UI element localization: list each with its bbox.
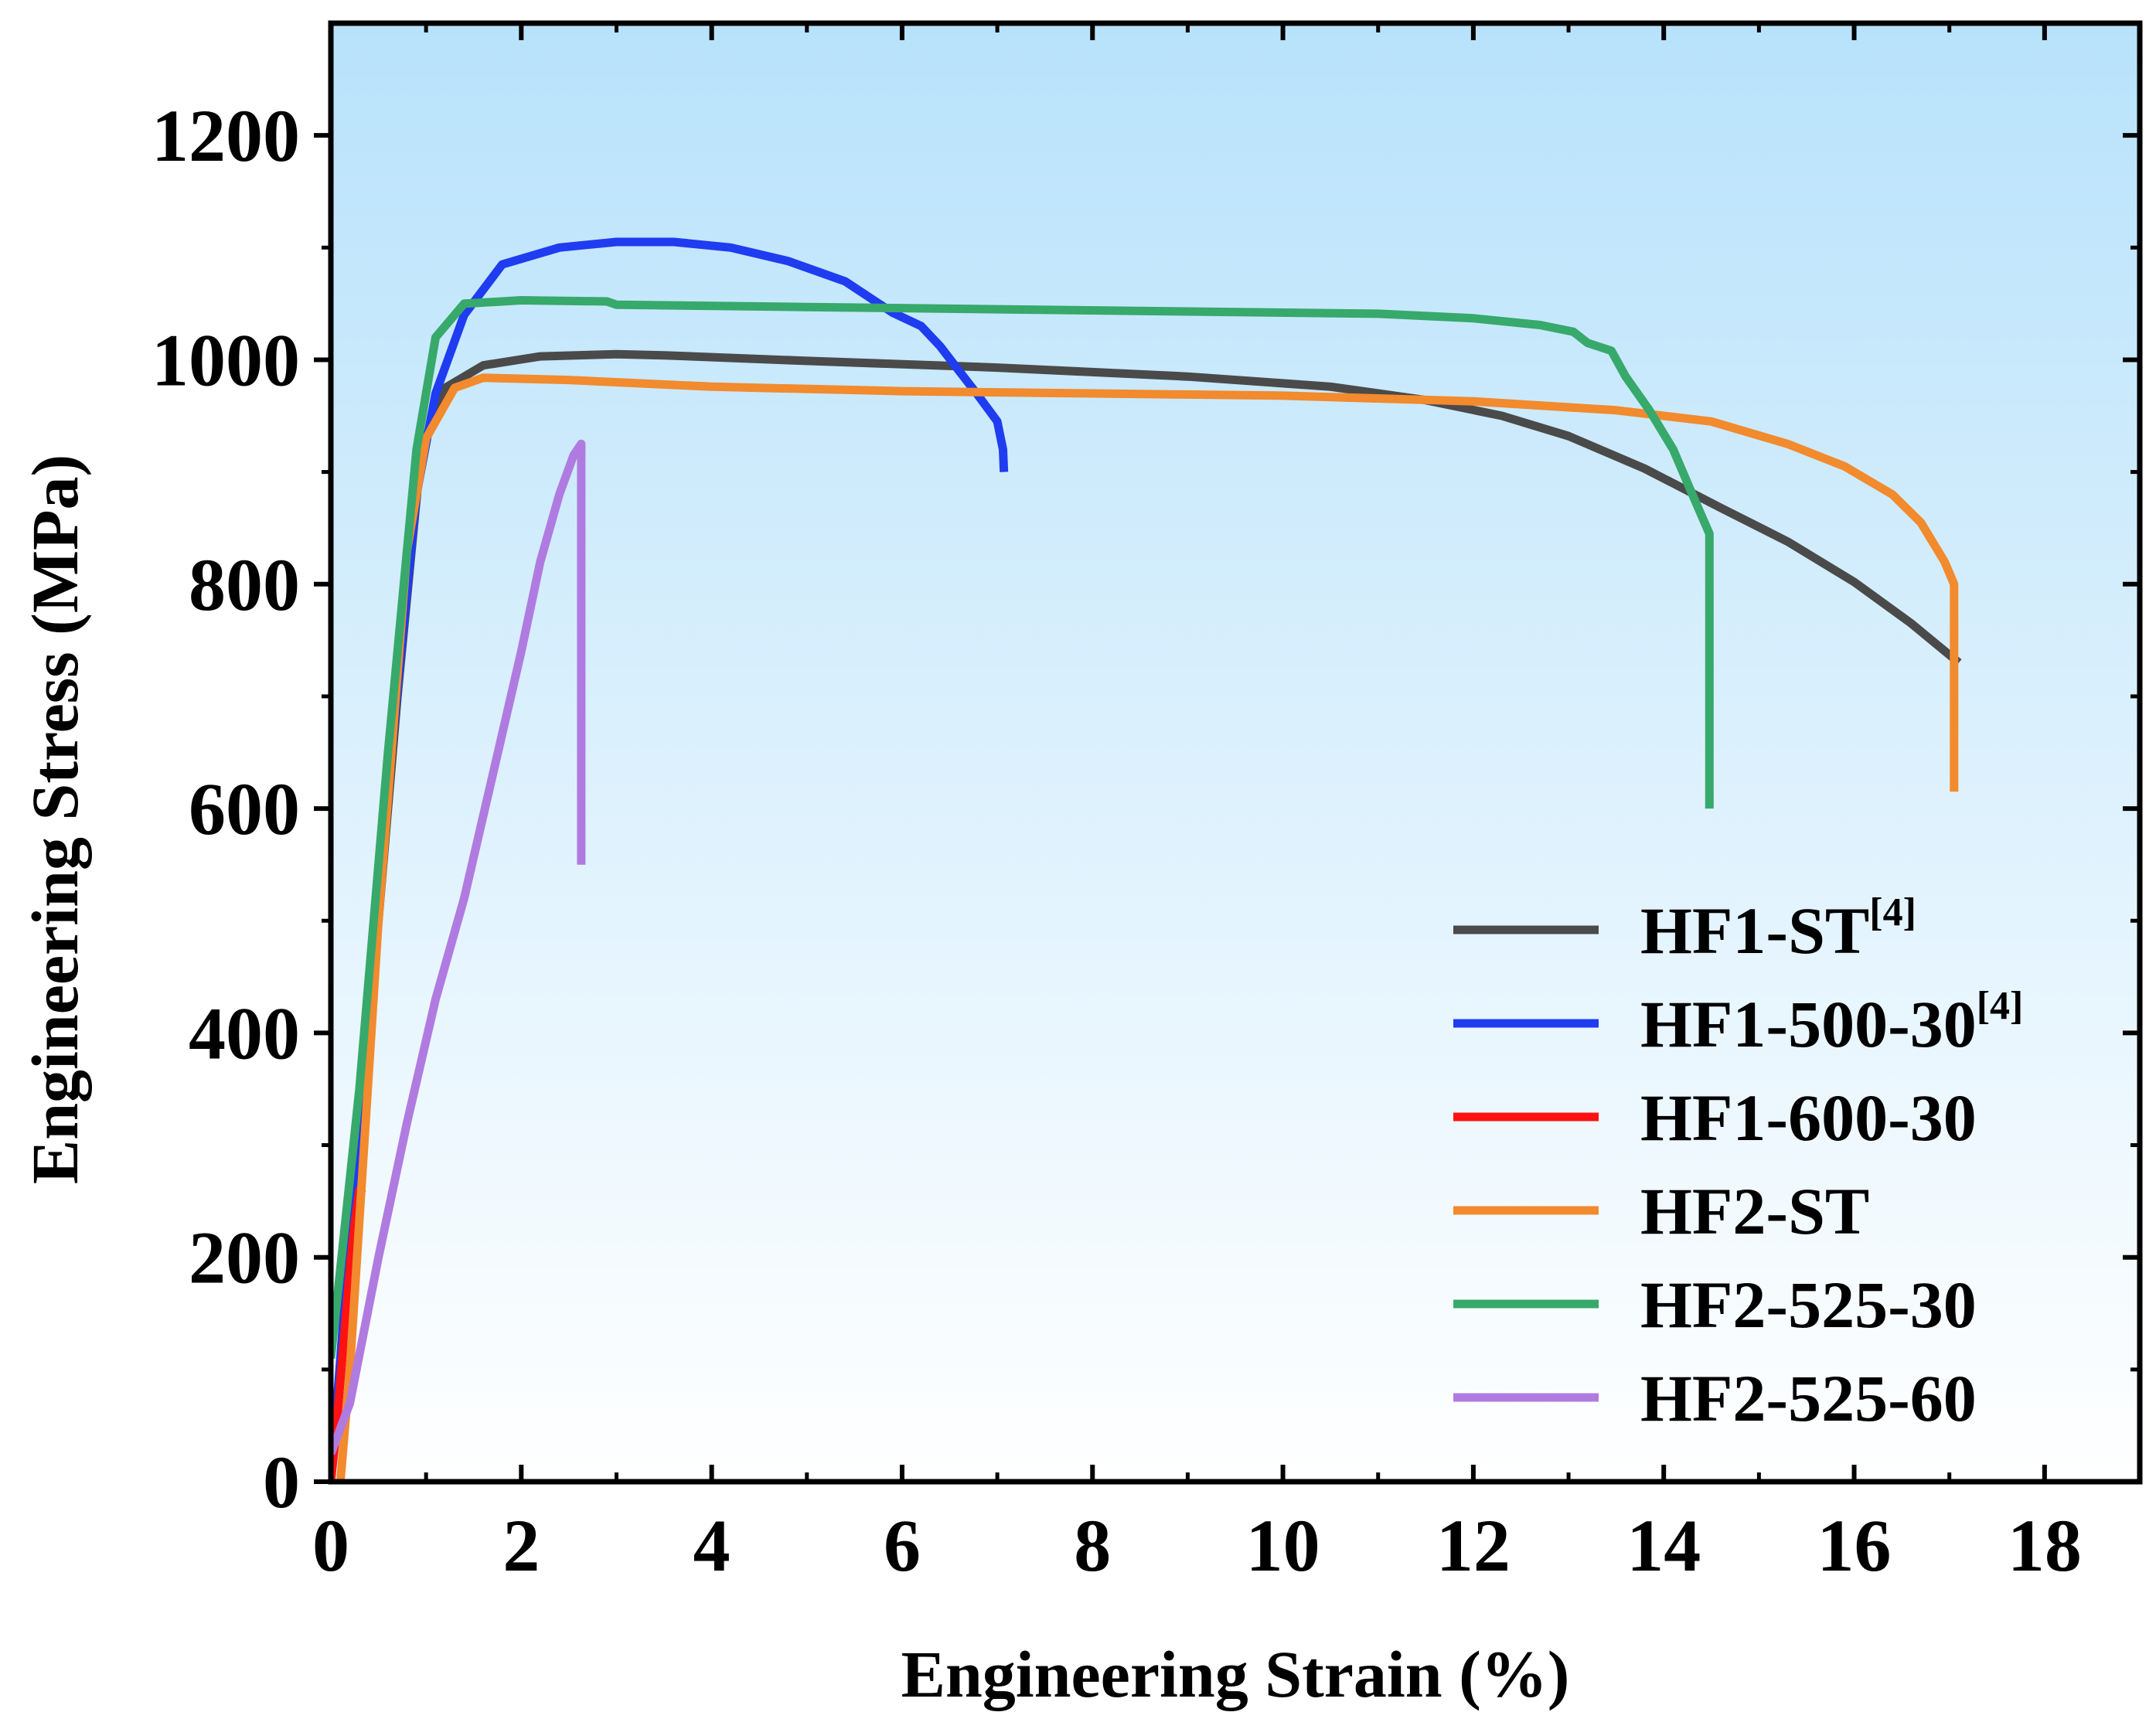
x-tick-label: 12 (1436, 1504, 1511, 1587)
x-axis-title: Engineering Strain (%) (901, 1637, 1570, 1711)
legend-label-hf2-st: HF2-ST (1640, 1174, 1869, 1248)
y-tick-label: 200 (189, 1217, 300, 1299)
x-tick-label: 2 (502, 1504, 540, 1587)
legend-label-hf2-525-30: HF2-525-30 (1640, 1268, 1977, 1342)
x-tick-label: 0 (312, 1504, 349, 1587)
y-tick-label: 0 (263, 1441, 300, 1523)
x-tick-label: 10 (1246, 1504, 1320, 1587)
legend-label-hf1-500-30: HF1-500-30[4] (1640, 984, 2023, 1061)
y-tick-label: 1000 (152, 318, 300, 401)
x-tick-label: 4 (693, 1504, 731, 1587)
x-tick-label: 8 (1074, 1504, 1111, 1587)
y-axis-title: Engineering Stress (MPa) (18, 454, 92, 1184)
y-tick-label: 1200 (152, 94, 300, 177)
series-line-hf2-525-30 (331, 296, 1714, 1359)
series-layer (331, 237, 1962, 1482)
ticks-layer: 0 2 4 6 8 10 12 14 16 18 0 200 400 600 800 1000 1200 (152, 23, 2140, 1587)
legend-reference-sup: [4] (1977, 984, 2024, 1028)
x-tick-label: 6 (884, 1504, 921, 1587)
legend-label-hf1-600-30: HF1-600-30 (1640, 1081, 1977, 1155)
y-tick-label: 400 (189, 992, 300, 1074)
y-tick-label: 800 (189, 543, 300, 626)
x-tick-label: 14 (1626, 1504, 1701, 1587)
legend-reference-sup: [4] (1869, 890, 1916, 934)
x-tick-label: 16 (1817, 1504, 1892, 1587)
plot-background (331, 23, 2140, 1482)
plot-frame (328, 20, 2143, 1485)
x-tick-label: 18 (2008, 1504, 2082, 1587)
legend-label-hf2-525-60: HF2-525-60 (1640, 1361, 1977, 1435)
y-tick-label: 600 (189, 768, 300, 850)
series-line-hf2-525-60 (331, 439, 586, 1455)
